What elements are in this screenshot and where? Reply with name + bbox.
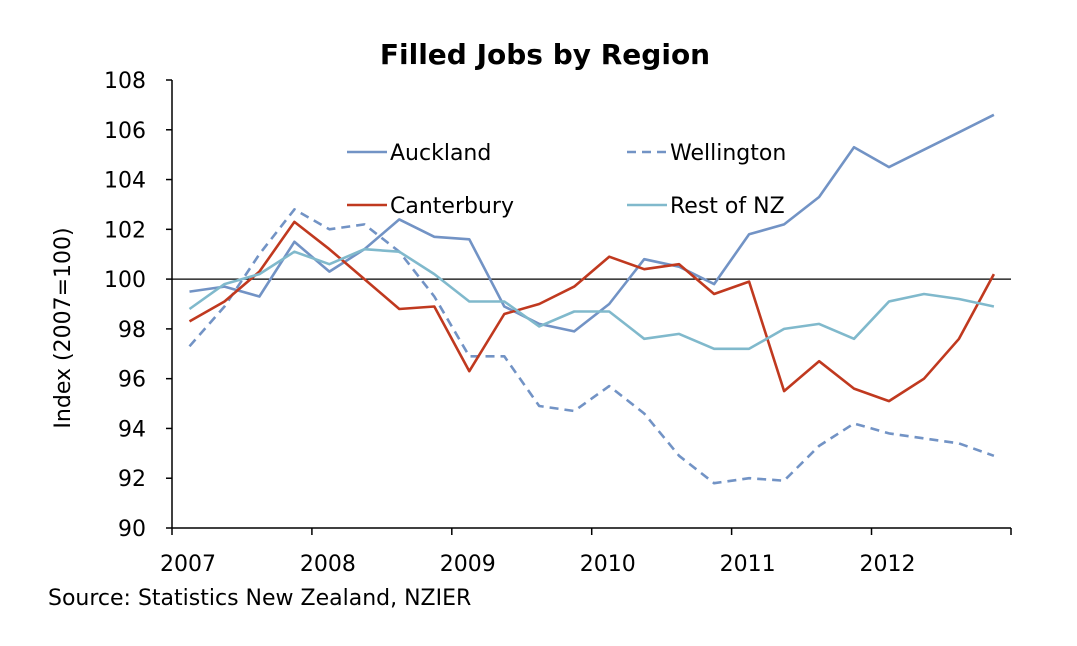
x-tick-label: 2012 (860, 552, 916, 577)
legend: Auckland Wellington Canterbury Rest of NZ (347, 141, 786, 219)
legend-label-auckland: Auckland (390, 141, 491, 166)
x-axis-ticks: 2007 2008 2009 2010 2011 2012 (160, 528, 1012, 577)
series-line-rest-of-nz (188, 247, 995, 351)
y-axis-title: Index (2007=100) (51, 227, 76, 428)
series-line-canterbury (188, 220, 996, 403)
y-tick-label: 92 (118, 467, 146, 492)
source-note: Source: Statistics New Zealand, NZIER (48, 586, 471, 611)
series-lines (188, 113, 996, 485)
x-tick-label: 2011 (720, 552, 776, 577)
y-tick-label: 102 (104, 218, 146, 243)
y-axis-ticks: 90 92 94 96 98 100 102 104 106 108 (104, 69, 172, 542)
legend-label-rest-of-nz: Rest of NZ (670, 194, 785, 219)
x-tick-label: 2008 (300, 552, 356, 577)
legend-label-wellington: Wellington (670, 141, 786, 166)
series-line-auckland (189, 113, 995, 333)
y-tick-label: 96 (118, 368, 146, 393)
y-tick-label: 108 (104, 69, 146, 94)
x-tick-label: 2007 (160, 552, 216, 577)
series-line-wellington (188, 208, 995, 485)
x-tick-label: 2010 (580, 552, 636, 577)
chart-title: Filled Jobs by Region (380, 38, 710, 71)
y-tick-label: 100 (104, 268, 146, 293)
y-tick-label: 106 (104, 119, 146, 144)
y-tick-label: 98 (118, 318, 146, 343)
legend-label-canterbury: Canterbury (390, 194, 514, 219)
y-tick-label: 94 (118, 417, 146, 442)
x-tick-label: 2009 (440, 552, 496, 577)
y-tick-label: 90 (118, 517, 146, 542)
y-tick-label: 104 (104, 169, 146, 194)
